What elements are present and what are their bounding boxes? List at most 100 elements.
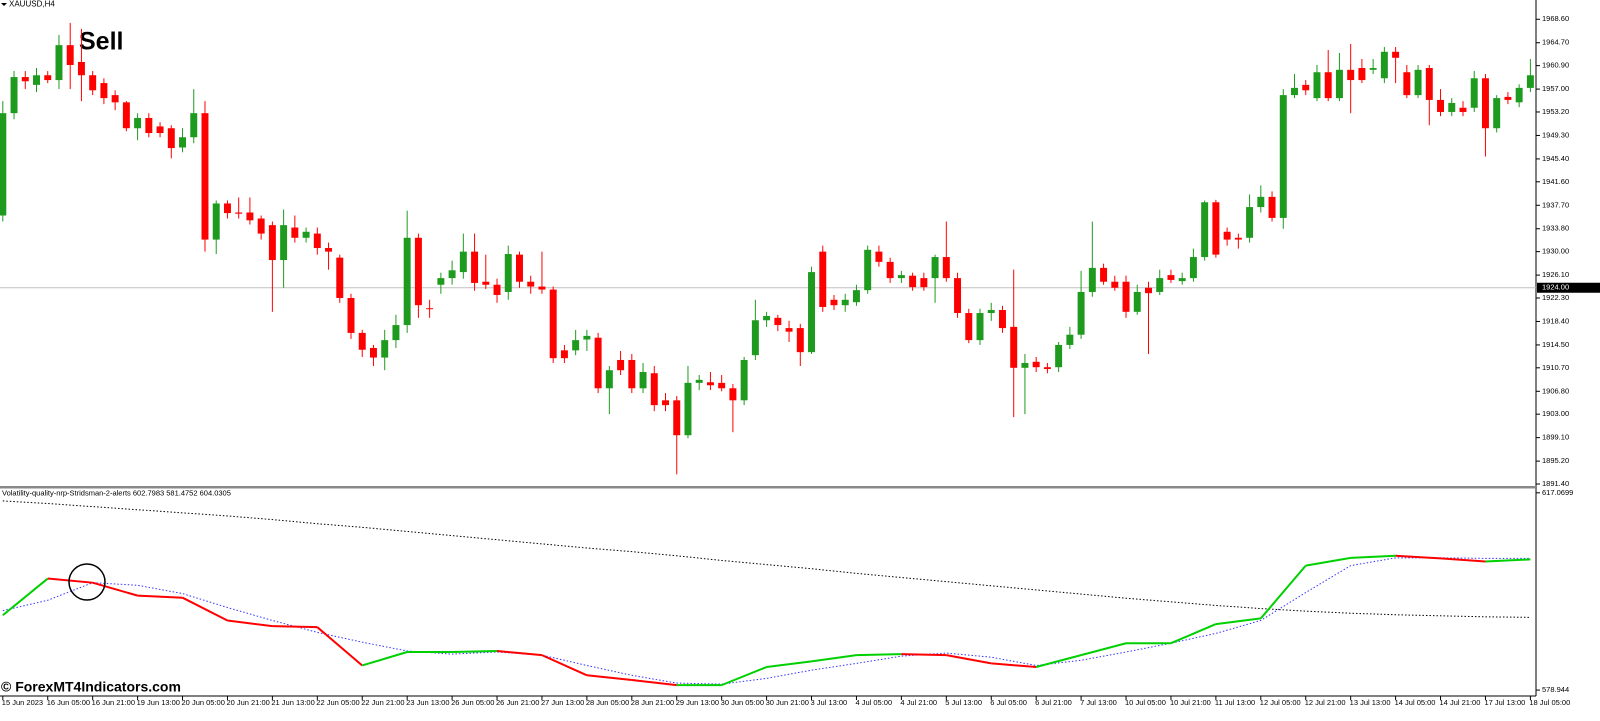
candle-body (1234, 237, 1242, 240)
candle-body (1369, 68, 1377, 70)
candle-body (516, 254, 523, 282)
candle-body (594, 337, 602, 389)
y-tick-label: 1895.20 (1542, 456, 1569, 465)
x-tick-label: 18 Jul 05:00 (1529, 698, 1570, 707)
candle-body (347, 297, 355, 333)
candle-body (1380, 51, 1388, 79)
x-tick-label: 22 Jun 21:00 (361, 698, 404, 707)
candle-body (134, 117, 142, 129)
x-tick-label: 26 Jun 05:00 (451, 698, 494, 707)
y-tick-label: 1949.30 (1542, 130, 1569, 139)
indicator-segment (856, 653, 902, 657)
x-tick-label: 30 Jun 21:00 (766, 698, 809, 707)
indicator-segment (586, 674, 632, 681)
indicator-segment (721, 666, 767, 687)
indicator-segment (901, 653, 947, 657)
x-tick-label: 19 Jun 13:00 (137, 698, 180, 707)
panel-separator (0, 486, 1536, 489)
candle-body (740, 359, 748, 401)
x-tick-label: 22 Jun 05:00 (316, 698, 359, 707)
candle-body (1291, 87, 1298, 96)
candle-body (246, 212, 254, 221)
candle-body (156, 126, 164, 134)
candle-body (426, 308, 434, 310)
candle-body (1088, 267, 1096, 292)
candle-body (1504, 96, 1512, 100)
indicator-segment (47, 577, 93, 584)
candle-body (33, 75, 40, 85)
candle-body (280, 225, 288, 261)
candle-body (1470, 78, 1478, 108)
indicator-segment (1395, 554, 1441, 560)
candle-body (583, 335, 591, 340)
candle-body (1414, 69, 1422, 96)
indicator-segment (1035, 654, 1082, 668)
x-tick-label: 13 Jul 13:00 (1350, 698, 1391, 707)
candle-body (111, 95, 119, 103)
candle-body (976, 313, 984, 341)
candle-body (471, 251, 479, 283)
candle-body (830, 299, 838, 306)
candle-body (66, 45, 74, 66)
indicator-segment (766, 660, 812, 669)
y-tick-label: 1918.40 (1542, 316, 1569, 325)
candle-body (403, 237, 411, 326)
indicator-segment (182, 596, 228, 622)
indicator-segment (1215, 617, 1261, 626)
indicator-segment (2, 577, 49, 617)
symbol-title: XAUUSD,H4 (9, 0, 55, 9)
candle-body (1257, 196, 1265, 208)
x-tick-label: 6 Jul 21:00 (1035, 698, 1072, 707)
candle-body (167, 128, 175, 149)
candle-body (931, 257, 939, 279)
candle-body (336, 257, 344, 298)
candle-body (291, 227, 299, 238)
candle-body (437, 278, 445, 285)
x-tick-label: 20 Jun 21:00 (226, 698, 269, 707)
indicator-segment (361, 651, 408, 667)
candle-body (920, 278, 928, 288)
candle-body (381, 340, 389, 358)
x-tick-label: 3 Jul 13:00 (811, 698, 848, 707)
candle-body (212, 203, 220, 240)
candle-body (695, 379, 703, 383)
candle-body (909, 275, 917, 288)
x-tick-label: 16 Jun 05:00 (47, 698, 90, 707)
candle-body (1425, 68, 1433, 100)
candle-body (1268, 196, 1276, 218)
x-tick-label: 26 Jun 21:00 (496, 698, 539, 707)
candle-body (572, 340, 580, 351)
candle-body (414, 237, 422, 306)
y-tick-label: 1933.80 (1542, 224, 1569, 233)
candle-body (1133, 291, 1141, 312)
candle-body (77, 62, 85, 76)
candle-body (1212, 202, 1220, 255)
x-tick-label: 20 Jun 05:00 (182, 698, 225, 707)
candle-body (538, 286, 546, 290)
candle-body (639, 372, 647, 389)
candle-body (673, 400, 681, 436)
current-price-box (1537, 282, 1600, 293)
candle-body (1178, 278, 1186, 282)
candle-body (1459, 107, 1467, 112)
x-tick-label: 6 Jul 05:00 (990, 698, 1027, 707)
current-price-label: 1924.00 (1542, 283, 1569, 292)
candle-body (718, 382, 726, 389)
candle-body (392, 325, 400, 341)
y-tick-label: 1891.40 (1542, 479, 1569, 488)
candle-body (852, 290, 860, 303)
candle-body (325, 248, 333, 252)
candle-body (1189, 257, 1197, 279)
x-tick-label: 17 Jul 13:00 (1484, 698, 1525, 707)
candle-body (1515, 87, 1523, 103)
candle-body (1122, 281, 1130, 312)
candle-body (1493, 98, 1501, 129)
indicator-segment (137, 594, 183, 599)
candle-body (268, 225, 276, 261)
y-tick-label: 1960.90 (1542, 61, 1569, 70)
candle-body (527, 281, 535, 287)
y-tick-label: 1968.60 (1542, 14, 1569, 23)
candle-body (1347, 69, 1355, 81)
candle-body (179, 137, 187, 148)
